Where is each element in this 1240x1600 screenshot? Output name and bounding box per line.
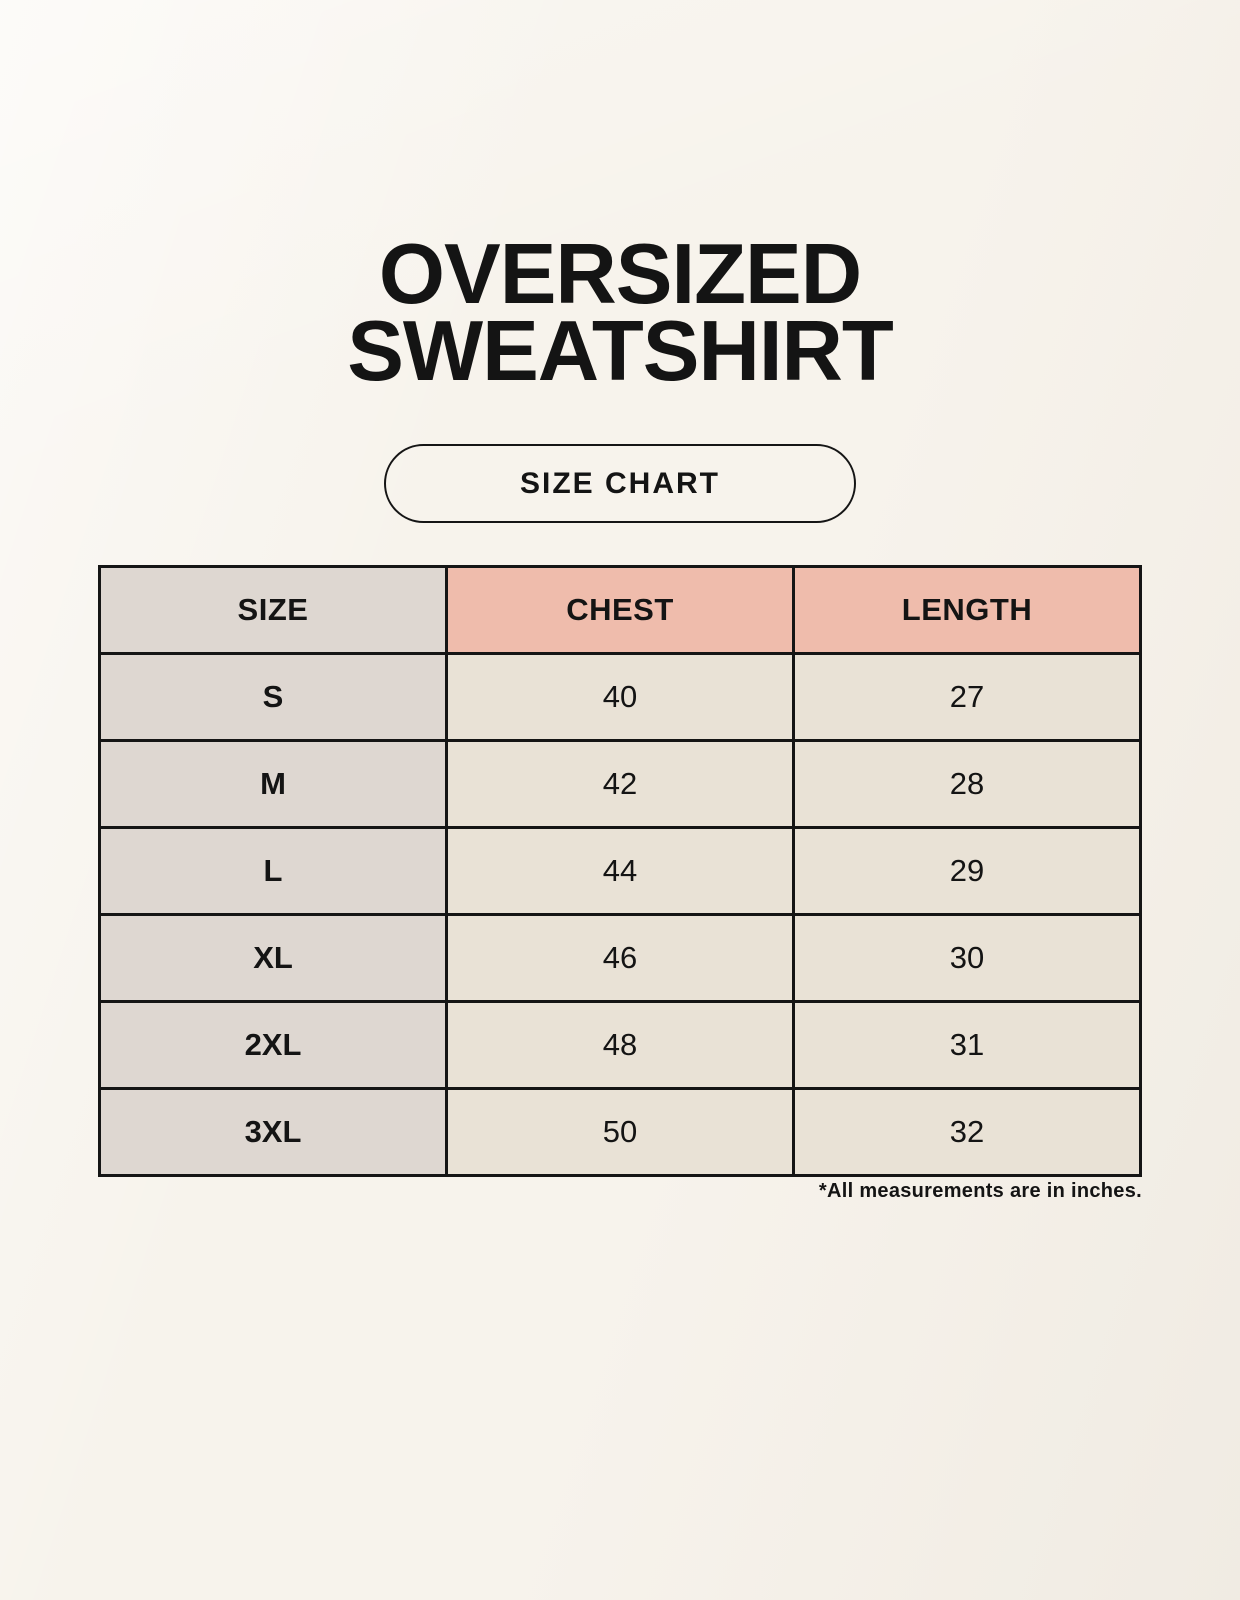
length-value: 27: [792, 652, 1142, 742]
length-value: 28: [792, 739, 1142, 829]
table-row: XL 46 30: [98, 913, 1142, 1003]
size-label: L: [98, 826, 448, 916]
size-chart-button-wrap: SIZE CHART: [0, 444, 1240, 523]
length-value: 29: [792, 826, 1142, 916]
size-chart-table: SIZE CHEST LENGTH S 40 27 M 42 28 L 44 2…: [98, 565, 1142, 1177]
size-label: M: [98, 739, 448, 829]
table-row: L 44 29: [98, 826, 1142, 916]
length-value: 31: [792, 1000, 1142, 1090]
table-header-row: SIZE CHEST LENGTH: [98, 565, 1142, 655]
table-row: M 42 28: [98, 739, 1142, 829]
table-row: 3XL 50 32: [98, 1087, 1142, 1177]
chest-value: 40: [445, 652, 795, 742]
size-label: XL: [98, 913, 448, 1003]
chest-value: 50: [445, 1087, 795, 1177]
chest-value: 46: [445, 913, 795, 1003]
page-title-line-2: SWEATSHIRT: [347, 304, 894, 399]
measurements-footnote: *All measurements are in inches.: [818, 1180, 1142, 1202]
table-row: 2XL 48 31: [98, 1000, 1142, 1090]
size-chart-button[interactable]: SIZE CHART: [384, 444, 856, 523]
length-value: 30: [792, 913, 1142, 1003]
chest-value: 48: [445, 1000, 795, 1090]
table-row: S 40 27: [98, 652, 1142, 742]
size-label: 3XL: [98, 1087, 448, 1177]
page-title: OVERSIZED SWEATSHIRT: [0, 0, 1240, 399]
page-title-line-1: OVERSIZED: [378, 227, 862, 322]
size-label: 2XL: [98, 1000, 448, 1090]
chest-value: 42: [445, 739, 795, 829]
column-header-chest: CHEST: [445, 565, 795, 655]
column-header-size: SIZE: [98, 565, 448, 655]
column-header-length: LENGTH: [792, 565, 1142, 655]
size-label: S: [98, 652, 448, 742]
length-value: 32: [792, 1087, 1142, 1177]
chest-value: 44: [445, 826, 795, 916]
